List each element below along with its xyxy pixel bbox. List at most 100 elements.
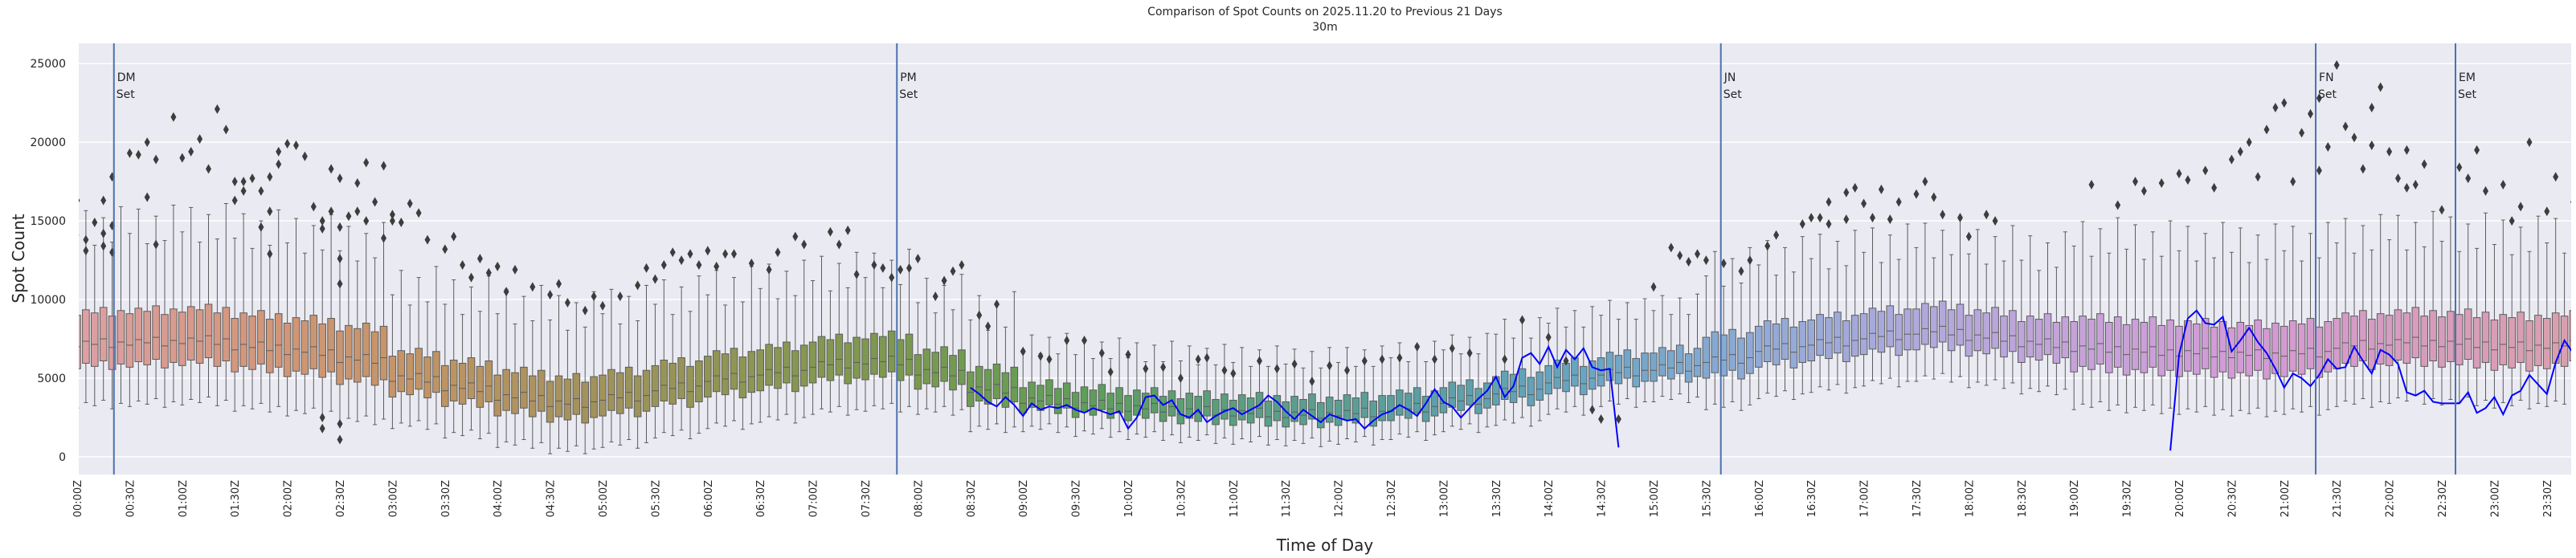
box-iqr bbox=[1825, 317, 1833, 360]
outlier-point bbox=[2272, 102, 2279, 112]
outlier-point bbox=[1046, 354, 1053, 365]
outlier-point bbox=[1230, 369, 1237, 379]
box-21 bbox=[257, 220, 265, 404]
outlier-point bbox=[337, 279, 343, 289]
box-iqr bbox=[79, 315, 81, 369]
box-193 bbox=[1763, 240, 1772, 394]
box-iqr bbox=[2131, 319, 2140, 370]
box-155 bbox=[1430, 340, 1439, 436]
box-8 bbox=[143, 242, 151, 405]
box-iqr bbox=[1054, 388, 1062, 414]
box-269 bbox=[2429, 210, 2437, 400]
box-57 bbox=[572, 302, 581, 446]
outlier-point bbox=[2308, 108, 2313, 119]
y-axis-label: Spot Count bbox=[9, 214, 28, 303]
box-121 bbox=[1133, 342, 1141, 435]
box-iqr bbox=[677, 357, 685, 400]
box-iqr bbox=[1413, 387, 1421, 413]
box-17 bbox=[222, 203, 231, 401]
outlier-point bbox=[276, 159, 282, 169]
box-iqr bbox=[1115, 387, 1123, 413]
box-85 bbox=[817, 255, 826, 409]
box-iqr bbox=[2026, 316, 2034, 358]
box-257 bbox=[2324, 222, 2333, 410]
box-iqr bbox=[1850, 315, 1859, 357]
box-160 bbox=[1474, 353, 1482, 434]
outlier-point bbox=[460, 259, 466, 270]
outlier-point bbox=[170, 112, 177, 122]
outlier-point bbox=[1502, 354, 1508, 365]
box-214 bbox=[1947, 254, 1956, 383]
box-iqr bbox=[1203, 390, 1211, 417]
box-83 bbox=[799, 259, 808, 418]
box-185 bbox=[1693, 293, 1702, 398]
box-iqr bbox=[186, 306, 195, 361]
box-119 bbox=[1115, 337, 1123, 433]
box-217 bbox=[1973, 229, 1982, 383]
box-80 bbox=[774, 298, 782, 421]
box-iqr bbox=[2113, 316, 2122, 368]
box-103 bbox=[975, 295, 983, 427]
x-tick-label: 05:30Z bbox=[650, 480, 662, 517]
box-iqr bbox=[2464, 308, 2472, 360]
outlier-point bbox=[381, 161, 386, 171]
box-iqr bbox=[1325, 397, 1334, 423]
box-iqr bbox=[730, 348, 738, 390]
box-229 bbox=[2079, 221, 2087, 405]
outlier-point bbox=[319, 413, 325, 423]
outlier-point bbox=[687, 249, 693, 259]
outlier-point bbox=[2211, 182, 2218, 193]
box-0 bbox=[79, 234, 81, 409]
outlier-points bbox=[79, 60, 2571, 445]
box-iqr bbox=[1150, 387, 1159, 413]
outlier-point bbox=[2403, 145, 2410, 155]
x-tick-label: 15:30Z bbox=[1701, 480, 1713, 517]
outlier-point bbox=[1344, 365, 1350, 376]
box-iqr bbox=[178, 312, 186, 366]
outlier-point bbox=[635, 280, 641, 291]
box-iqr bbox=[2569, 310, 2571, 361]
box-5 bbox=[117, 206, 125, 404]
outlier-point bbox=[337, 434, 343, 445]
box-iqr bbox=[791, 350, 799, 393]
box-182 bbox=[1667, 314, 1675, 401]
box-iqr bbox=[1650, 352, 1658, 382]
box-iqr bbox=[1746, 332, 1754, 374]
box-iqr bbox=[520, 366, 528, 409]
box-iqr bbox=[1308, 393, 1316, 420]
event-label-sub: Set bbox=[899, 88, 918, 101]
box-iqr bbox=[2350, 316, 2358, 367]
box-266 bbox=[2402, 249, 2411, 401]
outlier-point bbox=[2141, 185, 2147, 196]
plot-content: DM Set PM Set JN Set FN Set EM Set bbox=[79, 43, 2571, 475]
box-iqr bbox=[2149, 316, 2157, 368]
event-label-sub: Set bbox=[1723, 88, 1743, 101]
outlier-point bbox=[92, 218, 98, 228]
outlier-point bbox=[1773, 230, 1780, 240]
box-iqr bbox=[922, 348, 931, 385]
box-84 bbox=[808, 280, 817, 415]
box-278 bbox=[2508, 254, 2516, 406]
outlier-point bbox=[79, 198, 80, 203]
outlier-point bbox=[1957, 213, 1963, 223]
outlier-point bbox=[415, 208, 422, 218]
box-iqr bbox=[1430, 390, 1439, 417]
x-tick-label: 12:00Z bbox=[1334, 480, 1346, 517]
event-label: DM bbox=[117, 71, 136, 84]
box-109 bbox=[1028, 334, 1036, 427]
box-iqr bbox=[2411, 307, 2420, 359]
outlier-point bbox=[696, 259, 702, 270]
outlier-point bbox=[2237, 146, 2243, 157]
box-iqr bbox=[1028, 381, 1036, 408]
box-iqr bbox=[1212, 399, 1220, 426]
box-iqr bbox=[870, 332, 878, 375]
outlier-point bbox=[1940, 210, 1946, 220]
box-248 bbox=[2245, 262, 2253, 414]
box-iqr bbox=[1597, 357, 1605, 387]
box-iqr bbox=[1737, 337, 1745, 380]
outlier-point bbox=[2421, 159, 2427, 169]
outlier-point bbox=[1519, 315, 1525, 325]
x-tick-label: 18:30Z bbox=[2017, 480, 2029, 517]
box-227 bbox=[2061, 231, 2070, 390]
